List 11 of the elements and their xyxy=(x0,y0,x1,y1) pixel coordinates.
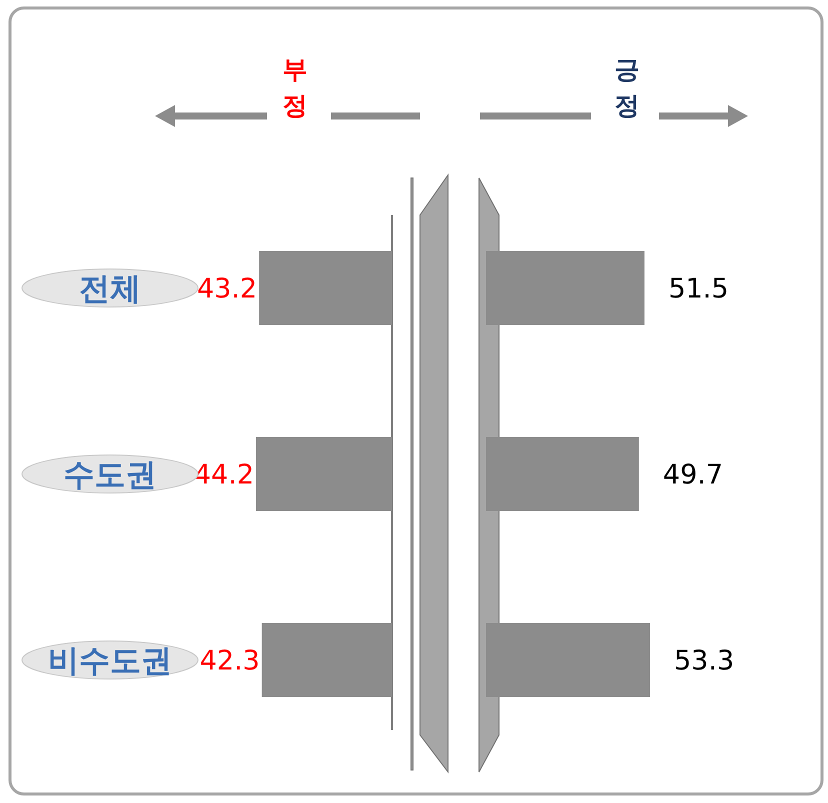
text: 부정 xyxy=(282,55,308,120)
data-label: 49.7 xyxy=(662,459,724,490)
y-tick-label: 비수도권 xyxy=(48,642,172,679)
data-label: 44.2 xyxy=(194,459,254,490)
y-tick-label: 수도권 xyxy=(64,456,156,493)
data-label: 51.5 xyxy=(668,273,729,304)
data-label: 42.3 xyxy=(200,645,260,676)
data-label: 53.3 xyxy=(674,645,734,676)
data-label: 43.2 xyxy=(196,273,258,304)
y-tick-label: 전체 xyxy=(79,270,141,307)
text: 긍정 xyxy=(614,55,640,120)
